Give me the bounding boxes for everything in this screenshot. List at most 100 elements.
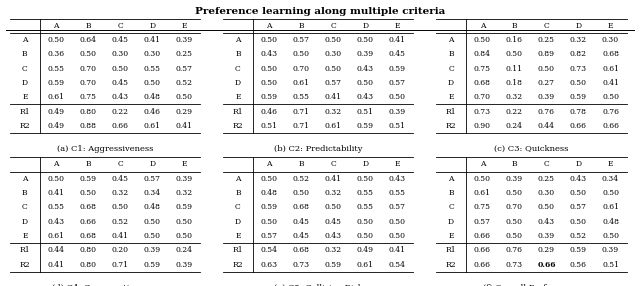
Text: A: A [22, 175, 28, 183]
Text: 0.45: 0.45 [292, 218, 310, 226]
Text: 0.61: 0.61 [47, 93, 65, 101]
Text: R2: R2 [233, 122, 243, 130]
Text: 0.50: 0.50 [357, 232, 374, 240]
Text: 0.59: 0.59 [570, 246, 587, 254]
Text: 0.78: 0.78 [570, 108, 587, 116]
Text: D: D [362, 160, 369, 168]
Text: 0.30: 0.30 [602, 36, 619, 44]
Text: 0.70: 0.70 [79, 79, 97, 87]
Text: B: B [85, 22, 91, 30]
Text: 0.80: 0.80 [79, 108, 97, 116]
Text: 0.41: 0.41 [325, 175, 342, 183]
Text: 0.44: 0.44 [538, 122, 555, 130]
Text: B: B [298, 160, 304, 168]
Text: 0.50: 0.50 [292, 50, 310, 58]
Text: 0.50: 0.50 [112, 203, 129, 211]
Text: 0.61: 0.61 [292, 79, 310, 87]
Text: 0.80: 0.80 [79, 261, 97, 269]
Text: 0.30: 0.30 [538, 189, 555, 197]
Text: R1: R1 [446, 246, 456, 254]
Text: 0.50: 0.50 [506, 218, 523, 226]
Text: 0.57: 0.57 [389, 79, 406, 87]
Text: 0.75: 0.75 [474, 203, 491, 211]
Text: D: D [22, 218, 28, 226]
Text: 0.57: 0.57 [570, 203, 587, 211]
Text: R2: R2 [233, 261, 243, 269]
Text: 0.50: 0.50 [260, 218, 278, 226]
Text: E: E [449, 93, 454, 101]
Text: 0.76: 0.76 [538, 108, 555, 116]
Text: C: C [448, 65, 454, 73]
Text: D: D [575, 160, 582, 168]
Text: E: E [236, 232, 241, 240]
Text: 0.45: 0.45 [112, 175, 129, 183]
Text: 0.73: 0.73 [474, 108, 491, 116]
Text: 0.57: 0.57 [474, 218, 491, 226]
Text: 0.41: 0.41 [176, 122, 193, 130]
Text: C: C [543, 22, 549, 30]
Text: 0.22: 0.22 [506, 108, 523, 116]
Text: 0.50: 0.50 [112, 65, 129, 73]
Text: 0.48: 0.48 [144, 93, 161, 101]
Text: D: D [575, 22, 582, 30]
Text: 0.57: 0.57 [325, 79, 342, 87]
Text: 0.22: 0.22 [112, 108, 129, 116]
Text: 0.55: 0.55 [389, 189, 406, 197]
Text: 0.71: 0.71 [112, 261, 129, 269]
Text: 0.70: 0.70 [474, 93, 491, 101]
Text: 0.11: 0.11 [506, 65, 523, 73]
Text: 0.39: 0.39 [538, 93, 555, 101]
Text: A: A [236, 36, 241, 44]
Text: R2: R2 [20, 122, 30, 130]
Text: 0.50: 0.50 [602, 232, 619, 240]
Text: 0.50: 0.50 [506, 189, 523, 197]
Text: 0.50: 0.50 [176, 218, 193, 226]
Text: 0.50: 0.50 [570, 79, 587, 87]
Text: 0.59: 0.59 [47, 79, 65, 87]
Text: 0.57: 0.57 [389, 203, 406, 211]
Text: C: C [117, 22, 123, 30]
Text: 0.57: 0.57 [176, 65, 193, 73]
Text: 0.41: 0.41 [325, 93, 342, 101]
Text: 0.55: 0.55 [47, 203, 65, 211]
Text: 0.61: 0.61 [144, 122, 161, 130]
Text: 0.39: 0.39 [176, 36, 193, 44]
Text: 0.59: 0.59 [176, 203, 193, 211]
Text: 0.24: 0.24 [176, 246, 193, 254]
Text: 0.46: 0.46 [260, 108, 278, 116]
Text: D: D [149, 22, 156, 30]
Text: 0.51: 0.51 [357, 108, 374, 116]
Text: 0.50: 0.50 [506, 232, 523, 240]
Text: R1: R1 [233, 108, 243, 116]
Text: 0.32: 0.32 [324, 246, 342, 254]
Text: 0.57: 0.57 [260, 232, 278, 240]
Text: A: A [53, 22, 59, 30]
Text: D: D [448, 79, 454, 87]
Text: 0.39: 0.39 [538, 232, 555, 240]
Text: 0.73: 0.73 [292, 261, 310, 269]
Text: 0.43: 0.43 [260, 50, 278, 58]
Text: 0.55: 0.55 [357, 189, 374, 197]
Text: 0.66: 0.66 [112, 122, 129, 130]
Text: R2: R2 [446, 261, 456, 269]
Text: 0.63: 0.63 [260, 261, 278, 269]
Text: B: B [448, 189, 454, 197]
Text: 0.51: 0.51 [389, 122, 406, 130]
Text: R1: R1 [20, 246, 30, 254]
Text: 0.50: 0.50 [474, 175, 491, 183]
Text: B: B [235, 189, 241, 197]
Text: R1: R1 [233, 246, 243, 254]
Text: 0.50: 0.50 [570, 189, 587, 197]
Text: 0.32: 0.32 [324, 108, 342, 116]
Text: 0.70: 0.70 [79, 65, 97, 73]
Text: B: B [511, 160, 517, 168]
Text: 0.45: 0.45 [325, 218, 342, 226]
Text: 0.48: 0.48 [602, 218, 619, 226]
Text: C: C [448, 203, 454, 211]
Text: 0.39: 0.39 [506, 175, 523, 183]
Text: D: D [448, 218, 454, 226]
Text: 0.61: 0.61 [602, 203, 619, 211]
Text: 0.50: 0.50 [570, 218, 587, 226]
Text: 0.18: 0.18 [506, 79, 523, 87]
Text: 0.68: 0.68 [292, 246, 310, 254]
